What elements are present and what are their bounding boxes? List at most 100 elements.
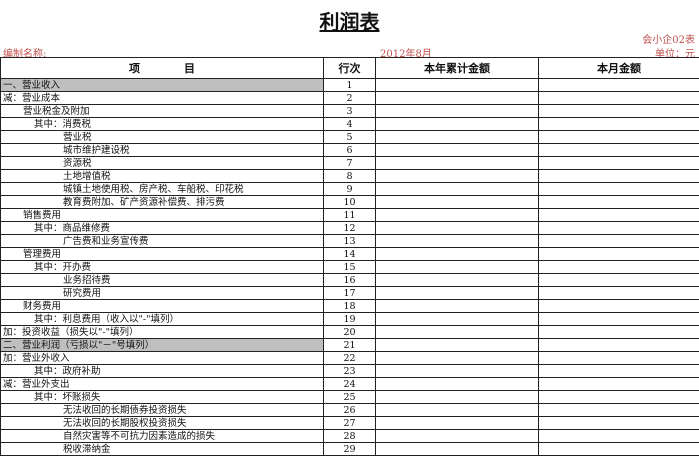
ytd-amount-cell[interactable] bbox=[376, 118, 539, 131]
month-amount-cell[interactable] bbox=[539, 183, 699, 196]
row-item: 其中：坏账损失 bbox=[1, 391, 324, 404]
month-amount-cell[interactable] bbox=[539, 92, 699, 105]
ytd-amount-cell[interactable] bbox=[376, 404, 539, 417]
month-amount-cell[interactable] bbox=[539, 105, 699, 118]
row-line-number: 4 bbox=[324, 118, 376, 131]
ytd-amount-cell[interactable] bbox=[376, 300, 539, 313]
ytd-amount-cell[interactable] bbox=[376, 248, 539, 261]
month-amount-cell[interactable] bbox=[539, 443, 699, 456]
row-item: 营业税 bbox=[1, 131, 324, 144]
ytd-amount-cell[interactable] bbox=[376, 183, 539, 196]
row-item: 广告费和业务宣传费 bbox=[1, 235, 324, 248]
row-item: 财务费用 bbox=[1, 300, 324, 313]
ytd-amount-cell[interactable] bbox=[376, 92, 539, 105]
month-amount-cell[interactable] bbox=[539, 196, 699, 209]
ytd-amount-cell[interactable] bbox=[376, 287, 539, 300]
ytd-amount-cell[interactable] bbox=[376, 209, 539, 222]
row-line-number: 10 bbox=[324, 196, 376, 209]
month-amount-cell[interactable] bbox=[539, 352, 699, 365]
table-row: 其中：坏账损失 25 bbox=[1, 391, 699, 404]
month-amount-cell[interactable] bbox=[539, 131, 699, 144]
month-amount-cell[interactable] bbox=[539, 430, 699, 443]
ytd-amount-cell[interactable] bbox=[376, 378, 539, 391]
table-row: 城镇土地使用税、房产税、车船税、印花税 9 bbox=[1, 183, 699, 196]
row-line-number: 21 bbox=[324, 339, 376, 352]
row-item: 教育费附加、矿产资源补偿费、排污费 bbox=[1, 196, 324, 209]
ytd-amount-cell[interactable] bbox=[376, 352, 539, 365]
row-item: 业务招待费 bbox=[1, 274, 324, 287]
row-line-number: 16 bbox=[324, 274, 376, 287]
month-amount-cell[interactable] bbox=[539, 417, 699, 430]
month-amount-cell[interactable] bbox=[539, 300, 699, 313]
ytd-amount-cell[interactable] bbox=[376, 222, 539, 235]
table-row: 业务招待费 16 bbox=[1, 274, 699, 287]
table-row: 资源税 7 bbox=[1, 157, 699, 170]
month-amount-cell[interactable] bbox=[539, 326, 699, 339]
ytd-amount-cell[interactable] bbox=[376, 196, 539, 209]
ytd-amount-cell[interactable] bbox=[376, 391, 539, 404]
month-amount-cell[interactable] bbox=[539, 79, 699, 92]
row-item: 营业税金及附加 bbox=[1, 105, 324, 118]
row-line-number: 15 bbox=[324, 261, 376, 274]
ytd-amount-cell[interactable] bbox=[376, 157, 539, 170]
table-row: 减：营业外支出 24 bbox=[1, 378, 699, 391]
ytd-amount-cell[interactable] bbox=[376, 170, 539, 183]
month-amount-cell[interactable] bbox=[539, 118, 699, 131]
table-row: 广告费和业务宣传费 13 bbox=[1, 235, 699, 248]
month-amount-cell[interactable] bbox=[539, 209, 699, 222]
row-line-number: 9 bbox=[324, 183, 376, 196]
month-amount-cell[interactable] bbox=[539, 248, 699, 261]
ytd-amount-cell[interactable] bbox=[376, 131, 539, 144]
row-line-number: 17 bbox=[324, 287, 376, 300]
month-amount-cell[interactable] bbox=[539, 157, 699, 170]
row-line-number: 1 bbox=[324, 79, 376, 92]
ytd-amount-cell[interactable] bbox=[376, 365, 539, 378]
row-item: 其中：政府补助 bbox=[1, 365, 324, 378]
table-row: 无法收回的长期股权投资损失 27 bbox=[1, 417, 699, 430]
table-row: 城市维护建设税 6 bbox=[1, 144, 699, 157]
row-line-number: 6 bbox=[324, 144, 376, 157]
row-item: 其中：消费税 bbox=[1, 118, 324, 131]
month-amount-cell[interactable] bbox=[539, 274, 699, 287]
month-amount-cell[interactable] bbox=[539, 235, 699, 248]
table-row: 营业税金及附加 3 bbox=[1, 105, 699, 118]
month-amount-cell[interactable] bbox=[539, 313, 699, 326]
month-amount-cell[interactable] bbox=[539, 378, 699, 391]
row-line-number: 7 bbox=[324, 157, 376, 170]
month-amount-cell[interactable] bbox=[539, 391, 699, 404]
ytd-amount-cell[interactable] bbox=[376, 339, 539, 352]
header-ytd: 本年累计金额 bbox=[376, 58, 539, 79]
table-row: 税收滞纳金 29 bbox=[1, 443, 699, 456]
row-item: 减：营业成本 bbox=[1, 92, 324, 105]
table-row: 土地增值税 8 bbox=[1, 170, 699, 183]
ytd-amount-cell[interactable] bbox=[376, 235, 539, 248]
table-row: 营业税 5 bbox=[1, 131, 699, 144]
ytd-amount-cell[interactable] bbox=[376, 79, 539, 92]
row-line-number: 18 bbox=[324, 300, 376, 313]
ytd-amount-cell[interactable] bbox=[376, 105, 539, 118]
month-amount-cell[interactable] bbox=[539, 222, 699, 235]
ytd-amount-cell[interactable] bbox=[376, 417, 539, 430]
ytd-amount-cell[interactable] bbox=[376, 326, 539, 339]
month-amount-cell[interactable] bbox=[539, 287, 699, 300]
row-line-number: 22 bbox=[324, 352, 376, 365]
row-line-number: 5 bbox=[324, 131, 376, 144]
ytd-amount-cell[interactable] bbox=[376, 144, 539, 157]
header-month: 本月金额 bbox=[539, 58, 699, 79]
row-item: 加：营业外收入 bbox=[1, 352, 324, 365]
month-amount-cell[interactable] bbox=[539, 339, 699, 352]
month-amount-cell[interactable] bbox=[539, 261, 699, 274]
ytd-amount-cell[interactable] bbox=[376, 443, 539, 456]
ytd-amount-cell[interactable] bbox=[376, 261, 539, 274]
row-line-number: 11 bbox=[324, 209, 376, 222]
ytd-amount-cell[interactable] bbox=[376, 313, 539, 326]
month-amount-cell[interactable] bbox=[539, 404, 699, 417]
month-amount-cell[interactable] bbox=[539, 170, 699, 183]
row-line-number: 25 bbox=[324, 391, 376, 404]
month-amount-cell[interactable] bbox=[539, 144, 699, 157]
ytd-amount-cell[interactable] bbox=[376, 274, 539, 287]
month-amount-cell[interactable] bbox=[539, 365, 699, 378]
row-item: 税收滞纳金 bbox=[1, 443, 324, 456]
row-line-number: 2 bbox=[324, 92, 376, 105]
ytd-amount-cell[interactable] bbox=[376, 430, 539, 443]
